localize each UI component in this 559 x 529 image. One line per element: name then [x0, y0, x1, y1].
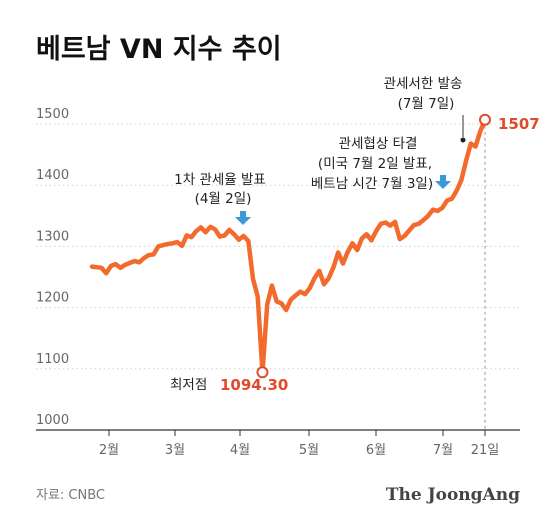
x-tick-label: 3월 [165, 443, 185, 458]
gridlines [36, 123, 520, 370]
end-point-marker [479, 113, 491, 126]
chart-title: 베트남 VN 지수 추이 [36, 34, 282, 65]
y-tick-label: 1100 [36, 352, 69, 367]
event1-title: 1차 관세율 발표 [174, 172, 266, 188]
event3-dot [460, 137, 466, 143]
y-tick-label: 1300 [36, 229, 69, 244]
x-tick-label: 4월 [230, 443, 250, 458]
y-tick-label: 1000 [36, 413, 69, 428]
x-axis-ticks: 2월 3월 4월 5월 6월 7월 21일 [99, 430, 499, 458]
vn-index-series-line [89, 117, 488, 375]
source-note: 자료: CNBC [36, 488, 105, 503]
brand-logo: The JoongAng [386, 485, 520, 505]
event2-arrow-icon [435, 175, 451, 189]
event3-date: (7월 7일) [398, 96, 455, 112]
x-tick-label: 5월 [299, 443, 319, 458]
event3-title: 관세서한 발송 [384, 76, 463, 92]
end-point-value: 1507 [498, 115, 540, 133]
low-point-value: 1094.30 [220, 376, 288, 394]
x-tick-label: 2월 [99, 443, 119, 458]
low-point-marker [256, 366, 269, 379]
x-tick-label: 6월 [366, 443, 386, 458]
y-tick-label: 1500 [36, 107, 69, 122]
y-tick-label: 1400 [36, 168, 69, 183]
y-axis-ticks: 1000 1100 1200 1300 1400 1500 [36, 107, 69, 428]
y-tick-label: 1200 [36, 291, 69, 306]
event1-date: (4월 2일) [195, 191, 252, 207]
event2-title: 관세협상 타결 [339, 136, 418, 152]
event2-note-line1: (미국 7월 2일 발표, [318, 156, 432, 172]
event1-arrow-icon [235, 211, 251, 225]
x-tick-label: 7월 [433, 443, 453, 458]
x-tick-label: 21일 [471, 443, 500, 458]
event2-note-line2: 베트남 시간 7월 3일) [311, 176, 433, 192]
low-point-label: 최저점 [170, 377, 207, 393]
